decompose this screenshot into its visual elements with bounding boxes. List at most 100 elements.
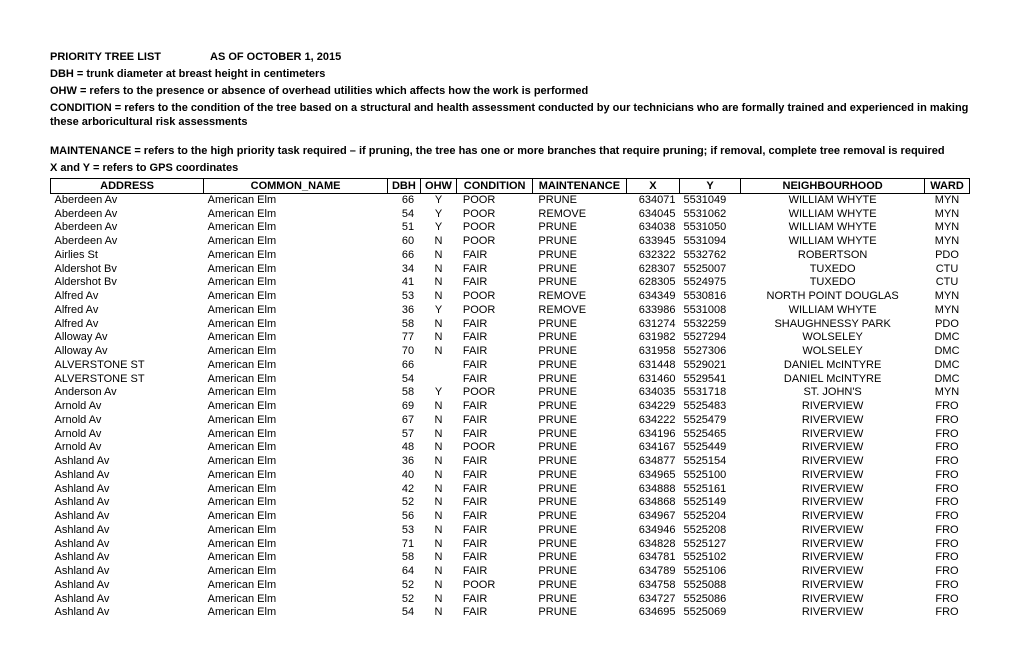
cell-x: 634758 (626, 579, 679, 593)
cell-ohw: N (420, 441, 457, 455)
cell-ohw: N (420, 469, 457, 483)
cell-x: 631448 (626, 359, 679, 373)
cell-name: American Elm (204, 331, 388, 345)
cell-ward: FRO (925, 524, 970, 538)
cell-addr: Ashland Av (51, 551, 204, 565)
cell-maint: PRUNE (532, 524, 626, 538)
cell-x: 632322 (626, 249, 679, 263)
cell-name: American Elm (204, 386, 388, 400)
cell-cond: FAIR (457, 455, 533, 469)
cell-ohw: N (420, 318, 457, 332)
cell-name: American Elm (204, 304, 388, 318)
cell-cond: FAIR (457, 551, 533, 565)
cell-addr: Aldershot Bv (51, 263, 204, 277)
cell-cond: FAIR (457, 510, 533, 524)
cell-ohw: N (420, 400, 457, 414)
cell-maint: PRUNE (532, 606, 626, 620)
cell-addr: Alloway Av (51, 345, 204, 359)
cell-ward: FRO (925, 428, 970, 442)
cell-cond: POOR (457, 208, 533, 222)
cell-maint: PRUNE (532, 414, 626, 428)
cell-maint: PRUNE (532, 483, 626, 497)
cell-x: 634229 (626, 400, 679, 414)
cell-cond: FAIR (457, 483, 533, 497)
table-row: Alloway AvAmerican Elm77NFAIRPRUNE631982… (51, 331, 970, 345)
cell-ohw: N (420, 235, 457, 249)
cell-y: 5529021 (679, 359, 740, 373)
cell-x: 634695 (626, 606, 679, 620)
table-row: Ashland AvAmerican Elm40NFAIRPRUNE634965… (51, 469, 970, 483)
cell-dbh: 53 (387, 524, 420, 538)
cell-name: American Elm (204, 538, 388, 552)
cell-cond: FAIR (457, 469, 533, 483)
cell-dbh: 54 (387, 606, 420, 620)
table-row: Arnold AvAmerican Elm69NFAIRPRUNE6342295… (51, 400, 970, 414)
cell-x: 631274 (626, 318, 679, 332)
table-row: Arnold AvAmerican Elm48NPOORPRUNE6341675… (51, 441, 970, 455)
cell-cond: FAIR (457, 414, 533, 428)
cell-ohw: N (420, 593, 457, 607)
cell-nbhd: RIVERVIEW (741, 524, 925, 538)
cell-maint: REMOVE (532, 290, 626, 304)
cell-cond: FAIR (457, 565, 533, 579)
cell-name: American Elm (204, 441, 388, 455)
cell-y: 5530816 (679, 290, 740, 304)
col-dbh: DBH (387, 178, 420, 193)
cell-cond: FAIR (457, 593, 533, 607)
cell-name: American Elm (204, 221, 388, 235)
cell-maint: PRUNE (532, 400, 626, 414)
cell-nbhd: SHAUGHNESSY PARK (741, 318, 925, 332)
cell-name: American Elm (204, 606, 388, 620)
cell-addr: Ashland Av (51, 606, 204, 620)
cell-addr: Ashland Av (51, 579, 204, 593)
cell-nbhd: RIVERVIEW (741, 469, 925, 483)
cell-ward: MYN (925, 290, 970, 304)
cell-x: 633945 (626, 235, 679, 249)
cell-dbh: 36 (387, 304, 420, 318)
cell-ward: MYN (925, 208, 970, 222)
cell-addr: Ashland Av (51, 496, 204, 510)
cell-ward: FRO (925, 606, 970, 620)
cell-maint: PRUNE (532, 318, 626, 332)
cell-cond: POOR (457, 579, 533, 593)
cell-y: 5531049 (679, 193, 740, 207)
cell-dbh: 71 (387, 538, 420, 552)
title-label: PRIORITY TREE LIST (50, 50, 210, 65)
cell-dbh: 40 (387, 469, 420, 483)
cell-ohw: Y (420, 208, 457, 222)
cell-nbhd: RIVERVIEW (741, 593, 925, 607)
cell-nbhd: DANIEL McINTYRE (741, 359, 925, 373)
cell-cond: FAIR (457, 276, 533, 290)
cell-y: 5525479 (679, 414, 740, 428)
cell-cond: FAIR (457, 373, 533, 387)
cell-name: American Elm (204, 483, 388, 497)
cell-x: 634967 (626, 510, 679, 524)
cell-maint: REMOVE (532, 304, 626, 318)
cell-cond: POOR (457, 193, 533, 207)
table-row: Ashland AvAmerican Elm54NFAIRPRUNE634695… (51, 606, 970, 620)
cell-cond: POOR (457, 221, 533, 235)
cell-ohw: N (420, 331, 457, 345)
table-row: Ashland AvAmerican Elm56NFAIRPRUNE634967… (51, 510, 970, 524)
cell-nbhd: WOLSELEY (741, 331, 925, 345)
cell-maint: PRUNE (532, 276, 626, 290)
cell-y: 5531094 (679, 235, 740, 249)
cell-dbh: 66 (387, 249, 420, 263)
cell-ohw: N (420, 263, 457, 277)
cell-nbhd: RIVERVIEW (741, 428, 925, 442)
cell-maint: PRUNE (532, 249, 626, 263)
cell-ward: CTU (925, 263, 970, 277)
cell-maint: PRUNE (532, 441, 626, 455)
table-row: Ashland AvAmerican Elm64NFAIRPRUNE634789… (51, 565, 970, 579)
cell-y: 5527306 (679, 345, 740, 359)
table-row: Alloway AvAmerican Elm70NFAIRPRUNE631958… (51, 345, 970, 359)
cell-x: 634349 (626, 290, 679, 304)
cell-name: American Elm (204, 193, 388, 207)
cell-x: 628305 (626, 276, 679, 290)
cell-x: 631958 (626, 345, 679, 359)
table-row: Aberdeen AvAmerican Elm54YPOORREMOVE6340… (51, 208, 970, 222)
cell-addr: Ashland Av (51, 510, 204, 524)
table-header-row: ADDRESS COMMON_NAME DBH OHW CONDITION MA… (51, 178, 970, 193)
cell-dbh: 52 (387, 593, 420, 607)
cell-ohw: N (420, 524, 457, 538)
